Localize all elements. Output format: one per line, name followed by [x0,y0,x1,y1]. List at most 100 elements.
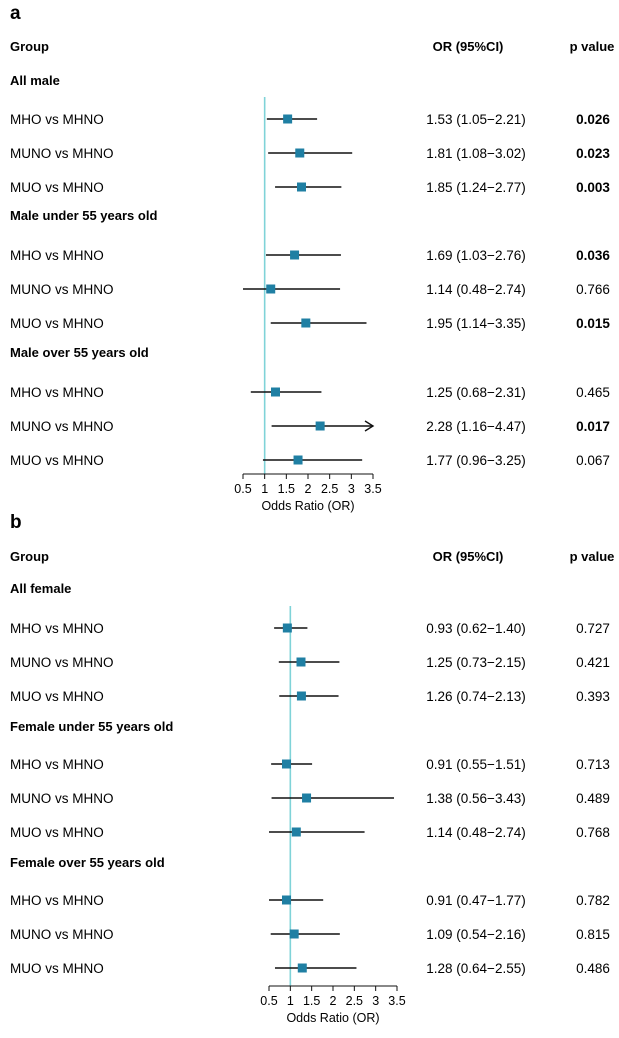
or-ci-value: 1.25 (0.73−2.15) [426,655,525,670]
or-point [295,148,305,158]
p-value: 0.713 [576,757,610,772]
panel-label: a [10,3,21,24]
row-label: MUNO vs MHNO [10,282,114,297]
or-ci-value: 1.09 (0.54−2.16) [426,927,525,942]
column-header-p: p value [570,39,615,54]
or-point [302,793,312,803]
row-label: MUO vs MHNO [10,180,104,195]
or-point [281,895,291,905]
or-point [297,182,306,192]
or-point [293,455,303,465]
p-value: 0.766 [576,282,610,297]
row-label: MHO vs MHNO [10,621,104,636]
or-ci-value: 1.69 (1.03−2.76) [426,248,525,263]
or-ci-value: 1.14 (0.48−2.74) [426,825,525,840]
column-header-or: OR (95%CI) [433,549,504,564]
x-tick-label: 1.5 [303,994,320,1008]
or-point [283,114,293,124]
p-value: 0.067 [576,453,610,468]
row-label: MHO vs MHNO [10,112,104,127]
or-point [296,691,306,701]
or-point [297,963,307,973]
row-label: MUNO vs MHNO [10,655,114,670]
row-label: MHO vs MHNO [10,893,104,908]
or-point [266,284,276,294]
row-label: MUNO vs MHNO [10,927,114,942]
p-value: 0.026 [576,112,610,127]
or-ci-value: 1.25 (0.68−2.31) [426,385,525,400]
row-label: MUNO vs MHNO [10,146,114,161]
ci-arrow-icon [364,420,375,432]
x-tick-label: 3.5 [388,994,405,1008]
x-tick-label: 0.5 [234,482,251,496]
or-point [291,827,301,837]
column-header-or: OR (95%CI) [433,39,504,54]
p-value: 0.015 [576,316,610,331]
p-value: 0.486 [576,961,610,976]
p-value: 0.489 [576,791,610,806]
p-value: 0.003 [576,180,610,195]
or-ci-value: 1.26 (0.74−2.13) [426,689,525,704]
group-title: Male under 55 years old [10,208,157,223]
group-title: All male [10,73,60,88]
or-ci-value: 0.93 (0.62−1.40) [426,621,525,636]
p-value: 0.815 [576,927,610,942]
or-point [281,759,291,769]
x-tick-label: 3.5 [364,482,381,496]
x-tick-label: 2.5 [321,482,338,496]
p-value: 0.768 [576,825,610,840]
row-label: MUO vs MHNO [10,825,104,840]
panel-label: b [10,512,22,533]
row-label: MHO vs MHNO [10,248,104,263]
or-point [290,250,300,260]
row-label: MUO vs MHNO [10,689,104,704]
or-ci-value: 1.77 (0.96−3.25) [426,453,525,468]
column-header-p: p value [570,549,615,564]
p-value: 0.421 [576,655,610,670]
row-label: MHO vs MHNO [10,757,104,772]
group-title: Male over 55 years old [10,345,149,360]
row-label: MUNO vs MHNO [10,791,114,806]
p-value: 0.023 [576,146,610,161]
or-ci-value: 1.14 (0.48−2.74) [426,282,525,297]
or-ci-value: 1.81 (1.08−3.02) [426,146,525,161]
or-ci-value: 1.53 (1.05−2.21) [426,112,525,127]
row-label: MHO vs MHNO [10,385,104,400]
x-axis-label: Odds Ratio (OR) [286,1011,379,1025]
row-label: MUO vs MHNO [10,453,104,468]
p-value: 0.393 [576,689,610,704]
column-header-group: Group [10,549,49,564]
column-header-group: Group [10,39,49,54]
x-tick-label: 2 [305,482,312,496]
x-tick-label: 1 [287,994,294,1008]
x-tick-label: 0.5 [260,994,277,1008]
x-axis-label: Odds Ratio (OR) [261,499,354,513]
or-ci-value: 0.91 (0.47−1.77) [426,893,525,908]
or-point [289,929,299,939]
p-value: 0.782 [576,893,610,908]
p-value: 0.465 [576,385,610,400]
row-label: MUO vs MHNO [10,316,104,331]
or-point [296,657,306,667]
or-ci-value: 1.28 (0.64−2.55) [426,961,525,976]
x-tick-label: 3 [372,994,379,1008]
row-label: MUNO vs MHNO [10,419,114,434]
or-point [271,387,280,397]
or-point [301,318,311,328]
p-value: 0.036 [576,248,610,263]
or-point [282,623,292,633]
or-point [315,421,325,431]
or-ci-value: 0.91 (0.55−1.51) [426,757,525,772]
or-ci-value: 1.38 (0.56−3.43) [426,791,525,806]
x-tick-label: 1.5 [278,482,295,496]
x-tick-label: 2.5 [346,994,363,1008]
group-title: Female over 55 years old [10,855,165,870]
x-tick-label: 3 [348,482,355,496]
or-ci-value: 1.85 (1.24−2.77) [426,180,525,195]
p-value: 0.727 [576,621,610,636]
group-title: Female under 55 years old [10,719,173,734]
group-title: All female [10,581,71,596]
x-tick-label: 1 [261,482,268,496]
x-tick-label: 2 [330,994,337,1008]
